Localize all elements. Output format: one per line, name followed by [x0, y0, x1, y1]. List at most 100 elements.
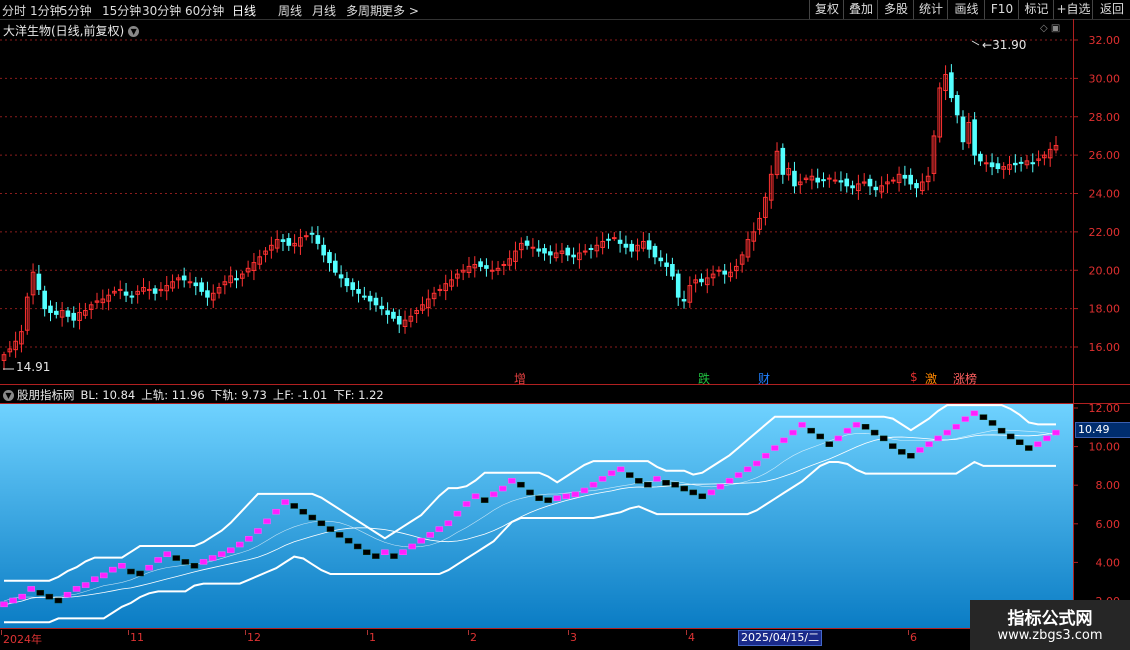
- indicator-block: [408, 543, 416, 550]
- toolbar: 分时 1分钟 5分钟 15分钟 30分钟 60分钟 日线 周线 月线 多周期 更多 > 复权 叠加 多股统…: [0, 0, 1130, 20]
- indicator-block: [217, 551, 226, 557]
- event-marker[interactable]: 增: [514, 372, 527, 386]
- period-tab-10[interactable]: 更多 >: [381, 4, 419, 18]
- candle-body: [658, 257, 664, 262]
- period-tab-8[interactable]: 月线: [312, 4, 337, 18]
- period-tab-6[interactable]: 日线: [232, 4, 257, 18]
- candle-body: [129, 295, 135, 298]
- event-marker[interactable]: 激: [925, 372, 938, 386]
- indicator-name[interactable]: 股朋指标网: [17, 388, 75, 402]
- indicator-block: [934, 435, 942, 442]
- event-marker[interactable]: 跌: [698, 372, 711, 386]
- event-marker[interactable]: $: [910, 370, 918, 384]
- candle-body: [280, 239, 286, 242]
- high-price-value: 31.90: [992, 38, 1027, 52]
- indicator-block: [54, 597, 63, 604]
- upper-band-line: [4, 404, 1056, 582]
- candle-body: [263, 250, 268, 255]
- time-tick: [468, 630, 469, 635]
- candle-body: [228, 275, 233, 284]
- time-tick: [128, 630, 129, 635]
- candle-body: [489, 269, 495, 272]
- indicator-block: [136, 570, 144, 577]
- candle-body: [582, 250, 588, 253]
- candle-body: [176, 277, 181, 281]
- lower-band-line: [4, 460, 1056, 624]
- candle-body: [7, 348, 13, 353]
- indicator-block: [562, 493, 571, 500]
- candle-body: [856, 183, 861, 192]
- candle-body: [931, 135, 937, 174]
- candle-body: [681, 299, 687, 302]
- candle-body: [181, 275, 187, 281]
- candle-body: [332, 260, 338, 273]
- indicator-block: [616, 466, 625, 473]
- candle-body: [65, 310, 71, 317]
- chart-area[interactable]: 32.0030.0028.0026.0024.0022.0020.0018.00…: [0, 19, 1130, 650]
- candle-body: [536, 248, 542, 252]
- toolbar-button-8[interactable]: 返回: [1092, 0, 1130, 19]
- indicator-block: [290, 503, 298, 509]
- candle-body: [710, 273, 716, 279]
- event-marker[interactable]: 财: [758, 372, 771, 386]
- panel-toggle-icon[interactable]: ▣: [1050, 23, 1061, 34]
- indicator-dropdown-icon[interactable]: ▼: [3, 390, 14, 401]
- indicator-block: [63, 591, 72, 598]
- candle-body: [518, 242, 524, 251]
- period-tab-5[interactable]: 60分钟: [185, 4, 225, 18]
- low-price-label: 14.91: [16, 360, 50, 374]
- diamond-icon[interactable]: ◇: [1040, 23, 1048, 34]
- indicator-block: [208, 555, 217, 561]
- toolbar-button-7[interactable]: +自选: [1053, 0, 1093, 19]
- period-tab-4[interactable]: 30分钟: [142, 4, 182, 18]
- period-tab-1[interactable]: 1分钟: [30, 4, 62, 18]
- candle-body: [466, 265, 472, 274]
- indicator-block: [344, 537, 353, 544]
- toolbar-button-0[interactable]: 复权: [809, 0, 844, 19]
- period-tab-9[interactable]: 多周期: [346, 4, 383, 18]
- indicator-block: [789, 429, 797, 436]
- indicator-block: [716, 483, 725, 490]
- candle-body: [832, 179, 838, 182]
- candle-body: [774, 150, 780, 176]
- indicator-block: [879, 435, 888, 442]
- candle-body: [59, 310, 65, 318]
- watermark-title: 指标公式网: [1007, 609, 1093, 629]
- event-marker[interactable]: 涨榜: [953, 372, 978, 386]
- indicator-axis-label: 4.00: [1096, 556, 1121, 569]
- period-tab-3[interactable]: 15分钟: [102, 4, 142, 18]
- indicator-block: [689, 489, 697, 496]
- period-tab-0[interactable]: 分时: [2, 4, 27, 18]
- candle-body: [344, 278, 350, 287]
- toolbar-button-2[interactable]: 多股: [877, 0, 914, 19]
- indicator-block: [163, 551, 171, 557]
- title-dropdown-icon[interactable]: ▼: [128, 26, 140, 37]
- price-axis-label: 26.00: [1089, 149, 1121, 162]
- candle-body: [106, 294, 111, 302]
- high-price-label: ←31.90: [982, 38, 1027, 52]
- candle-body: [484, 265, 489, 269]
- candle-body: [815, 177, 821, 183]
- candle-body: [77, 311, 82, 321]
- toolbar-button-4[interactable]: 画线: [947, 0, 985, 19]
- candle-body: [908, 174, 913, 185]
- candle-body: [1024, 160, 1030, 166]
- toolbar-button-5[interactable]: F10: [984, 0, 1019, 19]
- period-tab-2[interactable]: 5分钟: [60, 4, 92, 18]
- toolbar-button-1[interactable]: 叠加: [843, 0, 878, 19]
- candle-body: [83, 310, 88, 316]
- price-axis-label: 22.00: [1089, 226, 1121, 239]
- candle-body: [821, 179, 826, 182]
- period-tab-7[interactable]: 周线: [278, 4, 303, 18]
- time-tick: [908, 630, 909, 635]
- candle-body: [141, 287, 146, 292]
- toolbar-button-6[interactable]: 标记: [1018, 0, 1054, 19]
- candle-body: [623, 243, 629, 248]
- indicator-block: [417, 537, 425, 544]
- candle-body: [786, 168, 791, 176]
- indicator-block: [100, 572, 108, 579]
- candle-body: [513, 250, 518, 262]
- candle-body: [460, 269, 466, 273]
- toolbar-button-3[interactable]: 统计: [913, 0, 948, 19]
- indicator-block: [861, 424, 870, 430]
